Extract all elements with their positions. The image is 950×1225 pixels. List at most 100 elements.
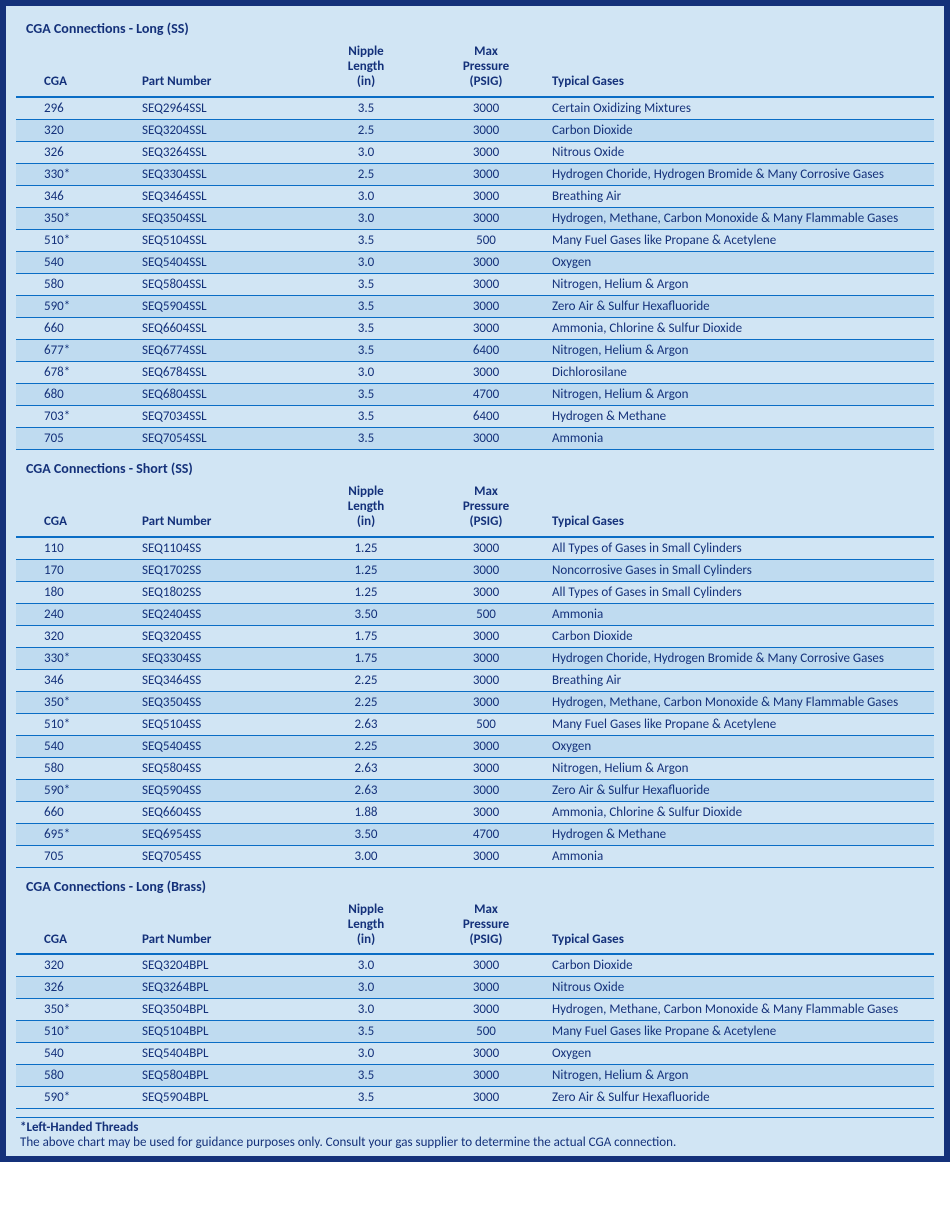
cell-cga: 580 — [16, 757, 136, 779]
cell-gases: Carbon Dioxide — [546, 625, 934, 647]
cell-pn: SEQ5904BPL — [136, 1087, 306, 1109]
cell-nipple: 3.5 — [306, 383, 426, 405]
cell-pn: SEQ3464SS — [136, 669, 306, 691]
cell-pn: SEQ1104SS — [136, 537, 306, 560]
cell-pressure: 3000 — [426, 185, 546, 207]
section-title: CGA Connections - Long (SS) — [16, 14, 934, 41]
cell-pressure: 3000 — [426, 669, 546, 691]
table-row: 350*SEQ3504SS2.253000Hydrogen, Methane, … — [16, 691, 934, 713]
cell-cga: 540 — [16, 1043, 136, 1065]
table-row: 660SEQ6604SSL3.53000Ammonia, Chlorine & … — [16, 317, 934, 339]
cell-pn: SEQ3504SS — [136, 691, 306, 713]
section-title: CGA Connections - Short (SS) — [16, 454, 934, 481]
cell-gases: Ammonia, Chlorine & Sulfur Dioxide — [546, 317, 934, 339]
table-row: 346SEQ3464SS2.253000Breathing Air — [16, 669, 934, 691]
cell-gases: Hydrogen, Methane, Carbon Monoxide & Man… — [546, 207, 934, 229]
table-row: 660SEQ6604SS1.883000Ammonia, Chlorine & … — [16, 801, 934, 823]
cell-nipple: 2.63 — [306, 779, 426, 801]
cell-cga: 296 — [16, 97, 136, 120]
cell-gases: Oxygen — [546, 1043, 934, 1065]
table-row: 540SEQ5404SSL3.03000Oxygen — [16, 251, 934, 273]
cell-pn: SEQ6604SSL — [136, 317, 306, 339]
table-row: 346SEQ3464SSL3.03000Breathing Air — [16, 185, 934, 207]
cell-gases: Hydrogen Choride, Hydrogen Bromide & Man… — [546, 163, 934, 185]
col-header-pn: Part Number — [136, 481, 306, 537]
cell-pn: SEQ5104SSL — [136, 229, 306, 251]
col-header-nipple: NippleLength(in) — [306, 481, 426, 537]
cell-pressure: 6400 — [426, 339, 546, 361]
col-header-nipple: NippleLength(in) — [306, 899, 426, 955]
cell-gases: Zero Air & Sulfur Hexafluoride — [546, 779, 934, 801]
cell-gases: Ammonia — [546, 845, 934, 867]
cell-pressure: 3000 — [426, 273, 546, 295]
cell-cga: 180 — [16, 581, 136, 603]
table-row: 705SEQ7054SS3.003000Ammonia — [16, 845, 934, 867]
cell-gases: Many Fuel Gases like Propane & Acetylene — [546, 229, 934, 251]
cell-nipple: 3.00 — [306, 845, 426, 867]
cell-nipple: 2.63 — [306, 757, 426, 779]
cell-nipple: 2.25 — [306, 669, 426, 691]
table-row: 170SEQ1702SS1.253000Noncorrosive Gases i… — [16, 559, 934, 581]
cell-pressure: 3000 — [426, 1043, 546, 1065]
cell-nipple: 1.75 — [306, 625, 426, 647]
cell-gases: Nitrogen, Helium & Argon — [546, 273, 934, 295]
col-header-cga: CGA — [16, 481, 136, 537]
cell-nipple: 3.0 — [306, 1043, 426, 1065]
cell-cga: 510* — [16, 713, 136, 735]
cell-gases: Nitrogen, Helium & Argon — [546, 383, 934, 405]
cell-gases: Many Fuel Gases like Propane & Acetylene — [546, 713, 934, 735]
table-row: 678*SEQ6784SSL3.03000Dichlorosilane — [16, 361, 934, 383]
table-row: 590*SEQ5904SSL3.53000Zero Air & Sulfur H… — [16, 295, 934, 317]
col-header-gases: Typical Gases — [546, 41, 934, 97]
cell-nipple: 3.5 — [306, 229, 426, 251]
col-header-pn: Part Number — [136, 41, 306, 97]
table-row: 320SEQ3204SS1.753000Carbon Dioxide — [16, 625, 934, 647]
cell-nipple: 3.0 — [306, 141, 426, 163]
cell-pressure: 3000 — [426, 581, 546, 603]
cell-pressure: 500 — [426, 229, 546, 251]
col-header-cga: CGA — [16, 41, 136, 97]
cell-pressure: 3000 — [426, 559, 546, 581]
footnote-text: The above chart may be used for guidance… — [20, 1135, 930, 1150]
cell-cga: 680 — [16, 383, 136, 405]
cell-gases: Hydrogen, Methane, Carbon Monoxide & Man… — [546, 691, 934, 713]
cell-nipple: 3.50 — [306, 823, 426, 845]
cell-gases: Breathing Air — [546, 185, 934, 207]
cell-pressure: 3000 — [426, 625, 546, 647]
table-row: 590*SEQ5904BPL3.53000Zero Air & Sulfur H… — [16, 1087, 934, 1109]
page-container: CGA Connections - Long (SS)CGAPart Numbe… — [0, 0, 950, 1162]
cell-pn: SEQ5804BPL — [136, 1065, 306, 1087]
col-header-gases: Typical Gases — [546, 481, 934, 537]
cell-nipple: 1.25 — [306, 581, 426, 603]
cell-cga: 320 — [16, 625, 136, 647]
cell-pn: SEQ3504SSL — [136, 207, 306, 229]
cell-pressure: 3000 — [426, 119, 546, 141]
cell-gases: Nitrogen, Helium & Argon — [546, 757, 934, 779]
table-row: 680SEQ6804SSL3.54700Nitrogen, Helium & A… — [16, 383, 934, 405]
cell-nipple: 3.5 — [306, 405, 426, 427]
cell-pressure: 3000 — [426, 141, 546, 163]
cell-pressure: 3000 — [426, 361, 546, 383]
cell-gases: Nitrogen, Helium & Argon — [546, 1065, 934, 1087]
cell-pressure: 3000 — [426, 97, 546, 120]
col-header-pn: Part Number — [136, 899, 306, 955]
cell-nipple: 3.5 — [306, 427, 426, 449]
cell-pressure: 4700 — [426, 383, 546, 405]
cell-pn: SEQ3204SS — [136, 625, 306, 647]
table-row: 320SEQ3204SSL2.53000Carbon Dioxide — [16, 119, 934, 141]
cell-nipple: 3.0 — [306, 999, 426, 1021]
cell-cga: 240 — [16, 603, 136, 625]
cell-pn: SEQ3264BPL — [136, 977, 306, 999]
cell-cga: 510* — [16, 1021, 136, 1043]
table-row: 110SEQ1104SS1.253000All Types of Gases i… — [16, 537, 934, 560]
cell-pressure: 3000 — [426, 647, 546, 669]
cell-nipple: 3.0 — [306, 251, 426, 273]
cell-nipple: 3.5 — [306, 1065, 426, 1087]
col-header-cga: CGA — [16, 899, 136, 955]
cell-nipple: 2.5 — [306, 163, 426, 185]
cell-gases: Ammonia — [546, 427, 934, 449]
cell-nipple: 3.5 — [306, 1021, 426, 1043]
cell-nipple: 3.5 — [306, 317, 426, 339]
cell-gases: Hydrogen & Methane — [546, 405, 934, 427]
cell-pn: SEQ3204SSL — [136, 119, 306, 141]
